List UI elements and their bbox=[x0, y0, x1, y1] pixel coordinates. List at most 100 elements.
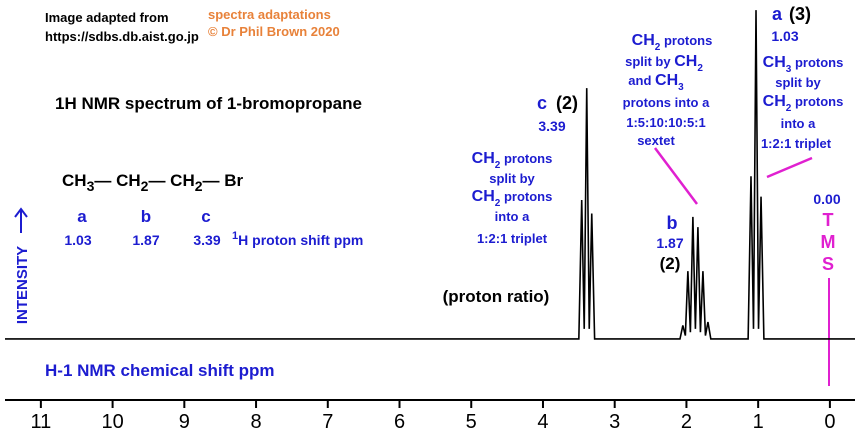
text-run: H bbox=[238, 232, 248, 248]
annotation: a bbox=[772, 4, 783, 24]
annotation: CH2 protons bbox=[632, 32, 713, 53]
subscript: 3 bbox=[786, 64, 792, 75]
text-run: spectra adaptations bbox=[208, 7, 331, 22]
y-arrow bbox=[14, 207, 28, 233]
text-run: into a bbox=[495, 209, 530, 224]
annotation: 1:2:1 triplet bbox=[761, 136, 832, 151]
annotation: CH2 protons bbox=[763, 93, 844, 114]
annotation: (2) bbox=[660, 254, 681, 273]
text-run: 1.03 bbox=[771, 28, 798, 44]
text-run: T bbox=[823, 210, 834, 230]
annotation: 1.87 bbox=[132, 232, 159, 248]
annotation: (proton ratio) bbox=[443, 287, 550, 306]
subscript: 2 bbox=[141, 178, 149, 194]
pointer-line bbox=[654, 147, 698, 205]
annotation: 0.00 bbox=[813, 191, 840, 207]
annotation: protons into a bbox=[623, 95, 710, 110]
annotation: CH2 protons bbox=[472, 150, 553, 171]
annotation: 1.03 bbox=[771, 28, 798, 44]
text-run: — CH bbox=[94, 171, 140, 190]
text-run: 1.87 bbox=[656, 235, 683, 251]
annotation: into a bbox=[781, 116, 816, 131]
text-run: 0.00 bbox=[813, 191, 840, 207]
text-run: (proton ratio) bbox=[443, 287, 550, 306]
annotation: b bbox=[667, 213, 678, 233]
subscript: 3 bbox=[678, 82, 684, 93]
x-tick-label: 0 bbox=[824, 411, 835, 433]
annotation: Image adapted from bbox=[45, 10, 169, 25]
annotation: c bbox=[201, 207, 210, 226]
text-run: 1.03 bbox=[64, 232, 91, 248]
annotation: a bbox=[77, 207, 87, 226]
annotation: © Dr Phil Brown 2020 bbox=[208, 24, 340, 39]
annotation: 3.39 bbox=[538, 118, 565, 134]
subscript: 2 bbox=[655, 42, 661, 53]
text-run: 1:5:10:10:5:1 bbox=[626, 115, 706, 130]
text-run: S bbox=[822, 254, 834, 274]
x-tick-label: 7 bbox=[322, 411, 333, 433]
annotation: split by bbox=[489, 171, 535, 186]
text-run: https://sdbs.db.aist.go.jp bbox=[45, 29, 199, 44]
text-run: protons bbox=[791, 94, 843, 109]
text-run: and bbox=[628, 73, 655, 88]
annotation: and CH3 bbox=[628, 72, 684, 93]
subscript: 2 bbox=[495, 160, 501, 171]
annotation: CH3— CH2— CH2— Br bbox=[62, 171, 244, 194]
text-run: © Dr Phil Brown 2020 bbox=[208, 24, 340, 39]
arrow-head bbox=[14, 207, 28, 218]
x-tick-label: 8 bbox=[250, 411, 261, 433]
annotation: split by CH2 bbox=[625, 53, 703, 74]
annotation: (2) bbox=[556, 93, 578, 113]
text-run: protons bbox=[500, 189, 552, 204]
text-run: — Br bbox=[203, 171, 244, 190]
subscript: 3 bbox=[87, 178, 95, 194]
subscript: 2 bbox=[195, 178, 203, 194]
annotation: 1:5:10:10:5:1 bbox=[626, 115, 706, 130]
annotation: CH2 protons bbox=[472, 188, 553, 209]
text-run: protons bbox=[500, 151, 552, 166]
text-run: CH bbox=[472, 188, 495, 205]
text-run: a bbox=[77, 207, 87, 226]
annotation: split by bbox=[775, 75, 821, 90]
text-run: Image adapted from bbox=[45, 10, 169, 25]
chart-title: 1H NMR spectrum of 1-bromopropane bbox=[55, 94, 362, 113]
text-run: 1:2:1 triplet bbox=[761, 136, 832, 151]
text-run: into a bbox=[781, 116, 816, 131]
text-run: CH bbox=[763, 93, 786, 110]
annotation: b bbox=[141, 207, 151, 226]
superscript: 1 bbox=[232, 230, 238, 242]
text-run: 1.87 bbox=[132, 232, 159, 248]
subscript: 2 bbox=[495, 198, 501, 209]
x-tick-label: 5 bbox=[466, 411, 477, 433]
text-run: c bbox=[537, 93, 547, 113]
text-run: sextet bbox=[637, 133, 675, 148]
text-run: split by bbox=[489, 171, 535, 186]
annotation: (3) bbox=[789, 4, 811, 24]
annotation: CH3 protons bbox=[763, 54, 844, 75]
annotation: 1:2:1 triplet bbox=[477, 231, 548, 246]
annotation: M bbox=[821, 232, 836, 252]
text-run: 1:2:1 triplet bbox=[477, 231, 548, 246]
subscript: 2 bbox=[697, 63, 703, 74]
text-run: 3.39 bbox=[193, 232, 220, 248]
x-tick-label: 11 bbox=[30, 411, 51, 433]
x-tick-label: 9 bbox=[179, 411, 190, 433]
annotation: 3.39 bbox=[193, 232, 220, 248]
text-run: c bbox=[201, 207, 210, 226]
text-run: a bbox=[772, 4, 783, 24]
text-run: protons bbox=[791, 55, 843, 70]
text-run: (2) bbox=[660, 254, 681, 273]
subscript: 2 bbox=[786, 103, 792, 114]
annotation: c bbox=[537, 93, 547, 113]
annotation: sextet bbox=[637, 133, 675, 148]
annotation: T bbox=[823, 210, 834, 230]
annotation: 1.87 bbox=[656, 235, 683, 251]
annotation: 1H proton shift ppm bbox=[232, 230, 363, 248]
text-run: (2) bbox=[556, 93, 578, 113]
spectrum-trace bbox=[5, 10, 855, 340]
x-tick-label: 10 bbox=[101, 411, 123, 433]
text-run: (3) bbox=[789, 4, 811, 24]
text-run: 3.39 bbox=[538, 118, 565, 134]
